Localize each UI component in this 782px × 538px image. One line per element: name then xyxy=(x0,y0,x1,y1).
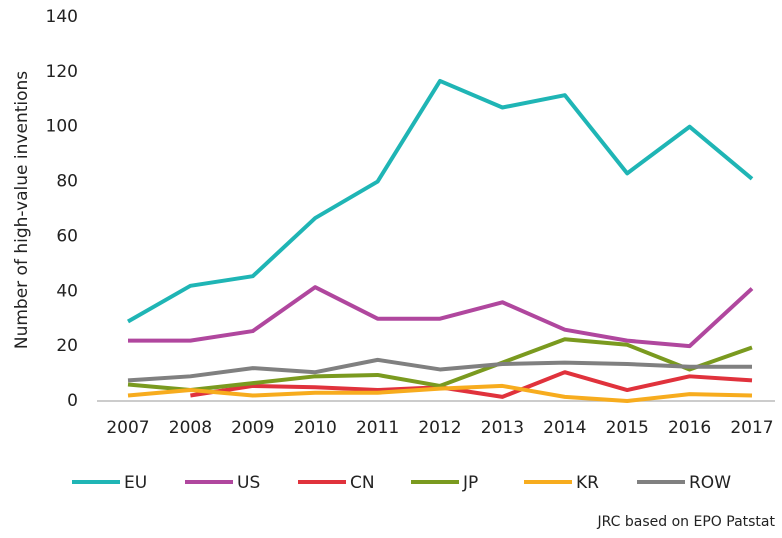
x-tick-label: 2017 xyxy=(730,418,773,438)
x-tick-label: 2013 xyxy=(481,418,524,438)
x-tick-label: 2010 xyxy=(294,418,337,438)
y-tick-label: 0 xyxy=(67,391,78,411)
x-tick-label: 2011 xyxy=(356,418,399,438)
y-axis-label: Number of high-value inventions xyxy=(12,71,32,349)
x-tick-label: 2008 xyxy=(169,418,212,438)
source-note: JRC based on EPO Patstat xyxy=(597,514,776,530)
legend-label: JP xyxy=(462,473,478,493)
series-line xyxy=(127,357,752,383)
y-tick-label: 120 xyxy=(46,62,78,82)
series-line xyxy=(127,337,753,393)
series-line xyxy=(128,285,754,349)
x-tick-label: 2015 xyxy=(606,418,649,438)
legend-label: ROW xyxy=(689,473,731,493)
series-line xyxy=(127,78,754,324)
series-line xyxy=(190,370,753,399)
y-tick-label: 20 xyxy=(56,336,78,356)
x-tick-label: 2012 xyxy=(418,418,461,438)
y-tick-label: 40 xyxy=(56,281,78,301)
x-tick-label: 2016 xyxy=(668,418,711,438)
legend-label: US xyxy=(237,473,260,493)
y-tick-label: 80 xyxy=(56,172,78,192)
y-tick-label: 100 xyxy=(46,117,78,137)
y-tick-label: 60 xyxy=(56,226,78,246)
series-line xyxy=(127,383,753,403)
x-tick-label: 2014 xyxy=(543,418,586,438)
x-tick-label: 2007 xyxy=(106,418,149,438)
legend-label: CN xyxy=(350,473,375,493)
legend-label: KR xyxy=(576,473,599,493)
y-tick-label: 140 xyxy=(46,7,78,27)
legend-label: EU xyxy=(124,473,147,493)
x-tick-label: 2009 xyxy=(231,418,274,438)
